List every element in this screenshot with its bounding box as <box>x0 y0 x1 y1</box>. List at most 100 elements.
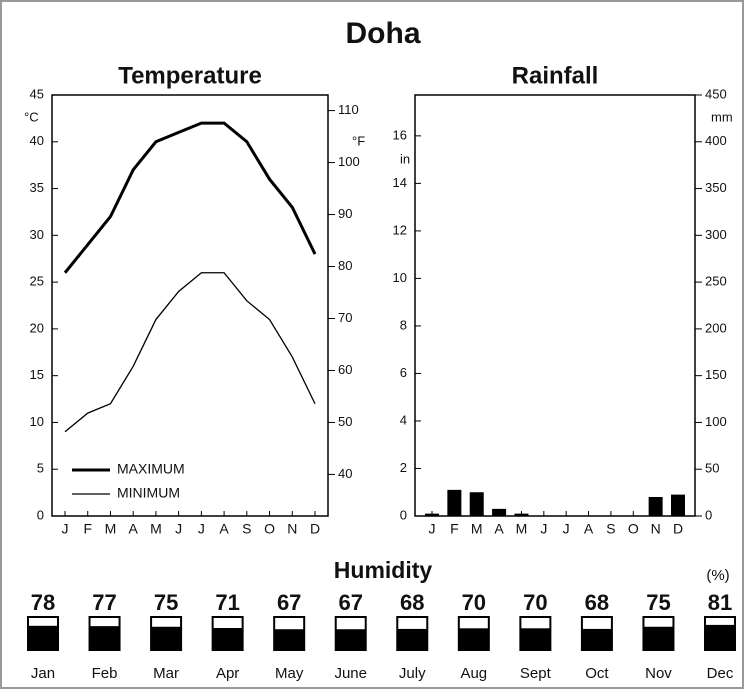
humidity-unit: (%) <box>706 567 729 584</box>
x-tick-label: O <box>628 521 639 537</box>
y2-tick-label: 50 <box>705 461 719 476</box>
month-label: Dec <box>707 665 734 682</box>
humidity-value: 67 <box>338 590 362 615</box>
month-label: Aug <box>460 665 487 682</box>
y2-tick-label: 60 <box>338 362 352 377</box>
y-tick-label: 8 <box>400 317 407 332</box>
x-tick-label: O <box>264 521 275 537</box>
y2-tick-label: 350 <box>705 180 727 195</box>
y-tick-label: 2 <box>400 460 407 475</box>
y2-tick-label: 150 <box>705 367 727 382</box>
y2-unit: mm <box>711 109 733 124</box>
month-label: Nov <box>645 665 672 682</box>
plot-frame <box>414 94 696 517</box>
legend-label: MAXIMUM <box>117 461 185 477</box>
y2-tick-label: 40 <box>338 466 352 481</box>
y-tick-label: 25 <box>30 274 44 289</box>
y-tick-label: 45 <box>30 86 44 101</box>
temperature-line <box>63 121 317 274</box>
x-tick-label: J <box>429 521 436 537</box>
x-tick-label: J <box>540 521 547 537</box>
humidity-value: 67 <box>277 590 301 615</box>
x-tick-label: F <box>450 521 459 537</box>
gauge-fill <box>397 628 428 650</box>
y-tick-label: 10 <box>30 414 44 429</box>
y-unit: in <box>400 151 410 166</box>
x-tick-label: N <box>287 521 297 537</box>
x-tick-label: M <box>150 521 162 537</box>
x-tick-label: M <box>516 521 528 537</box>
humidity-value: 81 <box>708 590 732 615</box>
gauge-fill <box>705 624 735 650</box>
y-tick-label: 30 <box>30 227 44 242</box>
gauge-fill <box>28 625 58 650</box>
y2-tick-label: 300 <box>705 227 727 242</box>
x-tick-label: M <box>471 521 483 537</box>
x-tick-label: A <box>494 521 504 537</box>
month-label: Feb <box>92 665 118 682</box>
month-label: June <box>334 665 367 682</box>
month-label: May <box>275 665 304 682</box>
y2-unit: °F <box>352 133 365 148</box>
month-label: Sept <box>520 665 552 682</box>
temperature-line <box>64 272 316 433</box>
gauge-fill <box>212 627 243 650</box>
humidity-value: 75 <box>154 590 178 615</box>
humidity-value: 75 <box>646 590 670 615</box>
x-tick-label: S <box>606 521 615 537</box>
y2-tick-label: 250 <box>705 274 727 289</box>
rain-bar <box>648 496 663 516</box>
y2-tick-label: 50 <box>338 414 352 429</box>
rain-bar <box>469 492 484 516</box>
month-label: Mar <box>153 665 179 682</box>
y-tick-label: 35 <box>30 180 44 195</box>
month-label: Oct <box>585 665 609 682</box>
y2-tick-label: 110 <box>338 102 359 117</box>
gauge-fill <box>151 626 182 650</box>
y2-tick-label: 70 <box>338 310 352 325</box>
gauge-fill <box>581 628 612 650</box>
x-tick-label: F <box>83 521 92 537</box>
legend-label: MINIMUM <box>117 485 180 501</box>
rain-bar <box>492 508 507 516</box>
y2-tick-label: 100 <box>705 414 727 429</box>
x-tick-label: A <box>584 521 594 537</box>
y2-tick-label: 0 <box>705 507 712 522</box>
humidity-value: 78 <box>31 590 55 615</box>
x-tick-label: N <box>651 521 661 537</box>
humidity-value: 68 <box>400 590 424 615</box>
y-tick-label: 6 <box>400 365 407 380</box>
y-tick-label: 15 <box>30 367 44 382</box>
gauge-fill <box>458 628 489 650</box>
x-tick-label: J <box>198 521 205 537</box>
x-tick-label: D <box>673 521 683 537</box>
y2-tick-label: 100 <box>338 154 360 169</box>
y-tick-label: 12 <box>393 222 407 237</box>
rain-bar <box>514 513 529 516</box>
y2-tick-label: 200 <box>705 320 727 335</box>
x-tick-label: A <box>219 521 229 537</box>
month-label: Apr <box>216 665 239 682</box>
gauge-fill <box>643 626 674 650</box>
humidity-value: 70 <box>523 590 547 615</box>
y-tick-label: 0 <box>37 507 44 522</box>
y-unit: °C <box>24 109 39 124</box>
x-tick-label: A <box>129 521 139 537</box>
gauge-fill <box>89 626 120 650</box>
x-tick-label: J <box>563 521 570 537</box>
x-tick-label: J <box>175 521 182 537</box>
rain-bar <box>447 489 462 516</box>
month-label: Jan <box>31 665 55 682</box>
y-tick-label: 14 <box>393 175 407 190</box>
y2-tick-label: 80 <box>338 258 352 273</box>
humidity-value: 71 <box>215 590 239 615</box>
chart-title: Rainfall <box>512 62 599 89</box>
chart-title: Temperature <box>118 62 262 89</box>
x-tick-label: J <box>62 521 69 537</box>
x-tick-label: S <box>242 521 251 537</box>
y-tick-label: 5 <box>37 461 44 476</box>
rain-bar <box>671 494 685 516</box>
y-tick-label: 40 <box>30 133 44 148</box>
